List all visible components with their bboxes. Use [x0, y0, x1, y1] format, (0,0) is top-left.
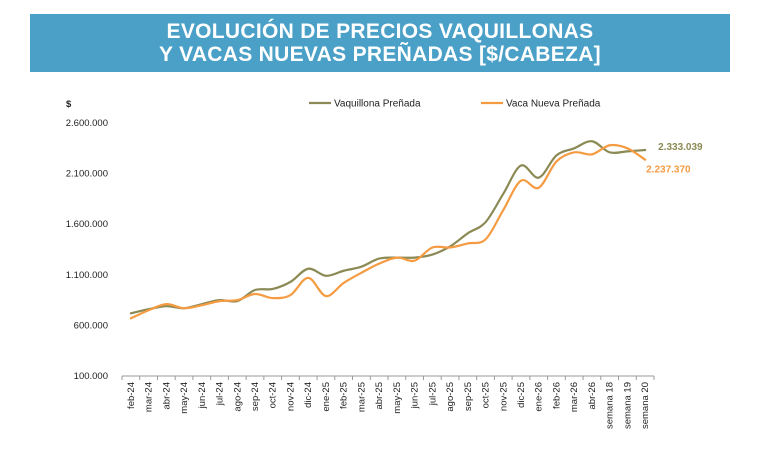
x-tick-label: abr-24	[161, 382, 172, 409]
x-tick-label: feb-25	[339, 382, 350, 409]
x-tick-label: dic-25	[516, 382, 527, 408]
x-tick-label: ene-25	[321, 382, 332, 412]
end-value-label: 2.333.039	[658, 142, 703, 153]
y-tick-label: 2.600.000	[66, 118, 108, 129]
x-axis: feb-24 mar-24 abr-24 may-24 jun-24 jul-24 ago-…	[121, 375, 655, 429]
x-tick-label: jul-25	[427, 382, 438, 406]
x-tick-label: mar-26	[569, 382, 580, 412]
legend-label: Vaquillona Preñada	[334, 99, 421, 110]
x-tick-label: jun-24	[197, 382, 208, 409]
x-tick-label: ago-24	[232, 382, 243, 412]
x-tick-label: feb-24	[126, 382, 137, 409]
x-tick-label: oct-25	[481, 382, 492, 408]
x-tick-label: mar-25	[356, 382, 367, 412]
x-tick-label: jul-24	[215, 382, 226, 406]
chart-title-line-1: EVOLUCIÓN DE PRECIOS VAQUILLONAS	[166, 20, 594, 43]
x-tick-label: sep-24	[250, 382, 261, 411]
y-axis-label: $	[66, 99, 72, 110]
y-tick-label: 600.000	[74, 320, 108, 331]
x-tick-label: nov-24	[285, 382, 296, 411]
x-tick-label: sep-25	[463, 382, 474, 411]
legend: Vaquillona Preñada Vaca Nueva Preñada	[309, 99, 601, 110]
x-tick-label: may-24	[179, 382, 190, 414]
series-line-2	[129, 143, 647, 320]
x-tick-label: abr-26	[587, 382, 598, 409]
y-tick-label: 2.100.000	[66, 169, 108, 180]
x-tick-label: abr-25	[374, 382, 385, 409]
x-tick-label: jun-25	[410, 382, 421, 409]
x-tick-label: semana 19	[622, 382, 633, 429]
x-tick-label: ago-25	[445, 382, 456, 412]
x-tick-label: mar-24	[144, 382, 155, 412]
x-tick-label: nov-25	[498, 382, 509, 411]
series-lines	[129, 140, 647, 320]
series-line-1	[129, 140, 647, 315]
chart-title-line-2: Y VACAS NUEVAS PREÑADAS [$/CABEZA]	[159, 43, 601, 66]
x-tick-label: ene-26	[534, 382, 545, 412]
y-tick-label: 100.000	[74, 371, 108, 382]
y-tick-label: 1.600.000	[66, 219, 108, 230]
chart-title-banner: EVOLUCIÓN DE PRECIOS VAQUILLONAS Y VACAS…	[30, 14, 730, 72]
x-tick-label: may-25	[392, 382, 403, 414]
x-tick-label: semana 18	[605, 382, 616, 429]
legend-label: Vaca Nueva Preñada	[506, 99, 601, 110]
end-labels: 2.333.039 2.237.370	[646, 142, 703, 176]
y-axis: 100.000 600.000 1.100.000 1.600.000 2.100.00…	[66, 118, 108, 382]
x-tick-label: semana 20	[640, 382, 651, 429]
end-value-label: 2.237.370	[646, 165, 691, 176]
x-tick-label: feb-26	[551, 382, 562, 409]
y-tick-label: 1.100.000	[66, 270, 108, 281]
x-tick-label: oct-24	[268, 382, 279, 408]
x-tick-label: dic-24	[303, 382, 314, 408]
